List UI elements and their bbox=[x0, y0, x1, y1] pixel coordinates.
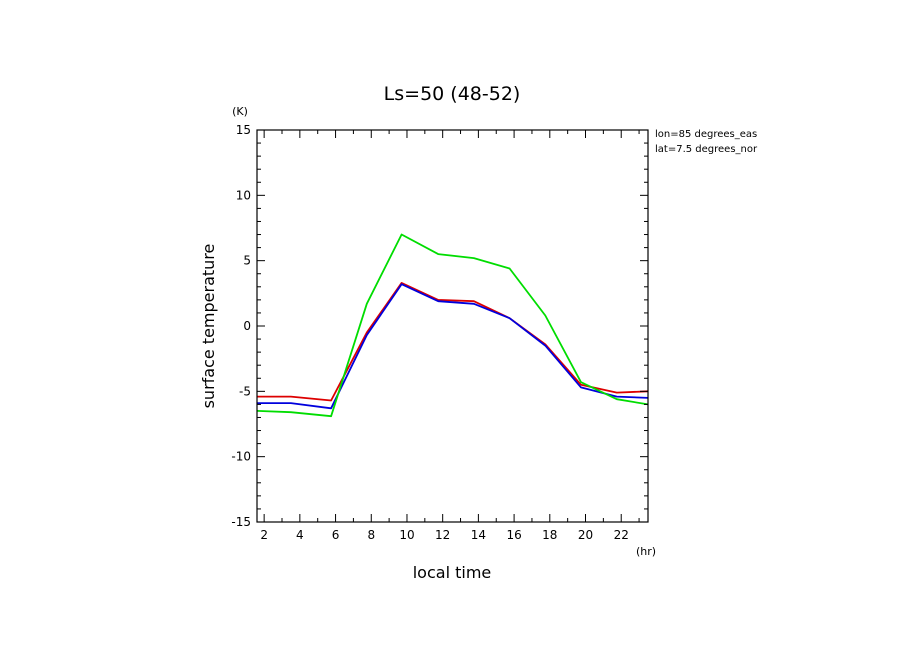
y-tick-label: 15 bbox=[236, 123, 251, 137]
series-line-1 bbox=[257, 281, 649, 402]
x-tick-label: 6 bbox=[332, 528, 340, 542]
x-axis-label: local time bbox=[413, 563, 492, 582]
plot-frame bbox=[256, 129, 649, 523]
x-tick-label: 12 bbox=[435, 528, 450, 542]
x-tick-label: 22 bbox=[614, 528, 629, 542]
y-tick-label: -5 bbox=[239, 384, 251, 398]
y-unit-label: (K) bbox=[232, 105, 248, 118]
x-tick-label: 14 bbox=[471, 528, 486, 542]
x-unit-label: (hr) bbox=[636, 545, 656, 558]
x-tick-label: 16 bbox=[506, 528, 521, 542]
annotation-lon: lon=85 degrees_eas bbox=[655, 129, 757, 140]
chart-title: Ls=50 (48-52) bbox=[384, 83, 521, 105]
x-tick-label: 8 bbox=[367, 528, 375, 542]
series-line-2 bbox=[257, 283, 649, 410]
x-tick-label: 18 bbox=[542, 528, 557, 542]
series-line-3 bbox=[256, 233, 649, 418]
y-tick-label: -10 bbox=[231, 450, 251, 464]
annotation-lat: lat=7.5 degrees_nor bbox=[655, 144, 758, 155]
x-tick-label: 20 bbox=[578, 528, 593, 542]
y-tick-label: 0 bbox=[243, 319, 251, 333]
x-tick-label: 10 bbox=[399, 528, 414, 542]
x-tick-label: 4 bbox=[296, 528, 304, 542]
x-tick-label: 2 bbox=[260, 528, 268, 542]
y-tick-label: 10 bbox=[236, 188, 251, 202]
y-tick-label: 5 bbox=[243, 254, 251, 268]
y-axis-label: surface temperature bbox=[199, 244, 218, 409]
y-tick-label: -15 bbox=[231, 515, 251, 529]
